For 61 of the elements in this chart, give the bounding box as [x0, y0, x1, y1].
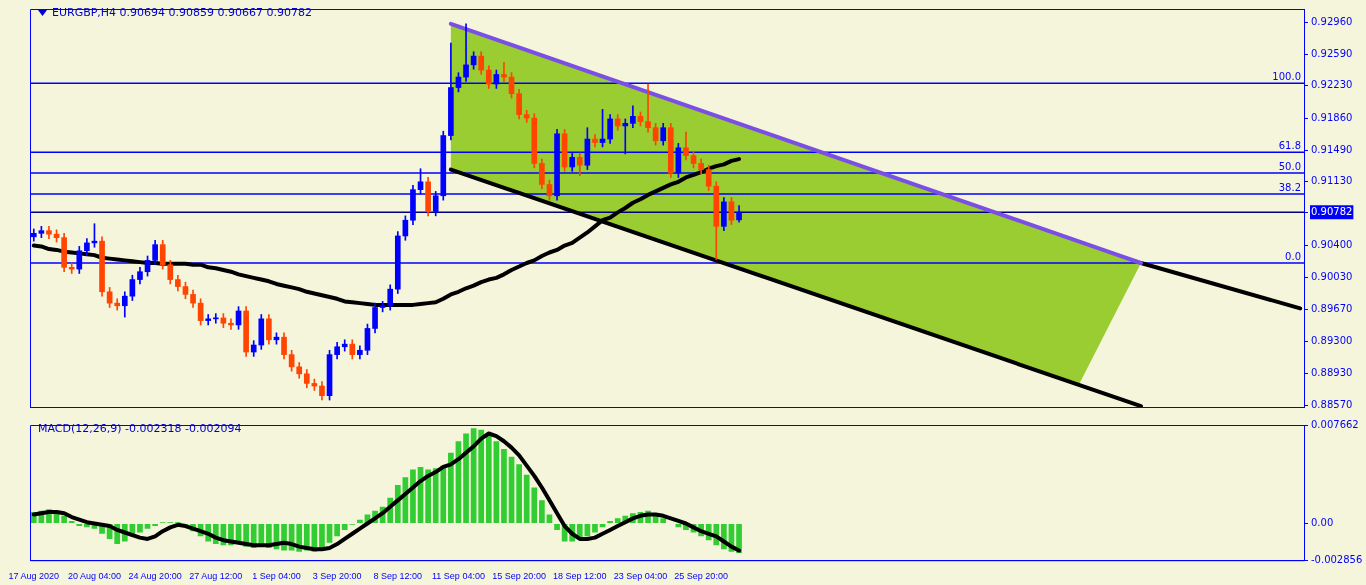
bar	[448, 452, 454, 523]
x-tick-label: 18 Sep 12:00	[553, 571, 607, 582]
y-tick-label: 0.91860	[1311, 111, 1353, 123]
bar	[546, 514, 553, 523]
bar	[607, 520, 613, 523]
candlestick	[341, 339, 348, 352]
bar	[539, 500, 545, 523]
bar	[501, 448, 507, 523]
bar	[144, 523, 151, 529]
x-tick-label: 25 Sep 20:00	[674, 571, 728, 582]
y-tick-label: 0.89670	[1311, 302, 1353, 314]
x-tick-label: 20 Aug 04:00	[67, 571, 121, 582]
y-tick-label: 0.007662	[1311, 418, 1359, 430]
annotation: 50.0	[1278, 160, 1301, 172]
bar	[478, 429, 485, 523]
candlestick	[501, 61, 507, 82]
bar	[61, 515, 67, 523]
y-tick-label: 0.88930	[1311, 367, 1353, 379]
x-tick-label: 17 Aug 2020	[8, 571, 60, 582]
bar	[68, 520, 75, 523]
bar	[660, 518, 667, 523]
y-tick-label: 0.90030	[1311, 271, 1353, 283]
annotation: 61.8	[1278, 139, 1301, 151]
x-tick-label: 23 Sep 04:00	[613, 571, 668, 582]
candlestick	[114, 298, 121, 311]
x-tick-label: 3 Sep 20:00	[312, 571, 362, 582]
bar	[152, 523, 158, 527]
x-tick-label: 8 Sep 12:00	[373, 571, 423, 582]
y-tick-label: 0.90782	[1311, 205, 1353, 217]
x-tick-label: 1 Sep 04:00	[252, 571, 301, 582]
bar	[516, 464, 522, 523]
y-tick-label: 0.91490	[1311, 143, 1353, 155]
y-tick-label: 0.89300	[1311, 335, 1353, 347]
candlestick	[645, 83, 651, 133]
annotation: 100.0	[1272, 70, 1301, 82]
bar	[137, 523, 143, 533]
bar	[76, 523, 83, 527]
bar	[410, 469, 416, 523]
annotation: 0.0	[1285, 250, 1301, 262]
bar	[592, 523, 598, 533]
annotation: 38.2	[1278, 181, 1301, 193]
bar	[425, 469, 431, 523]
bar	[334, 523, 340, 537]
y-tick-label: 0.00	[1311, 517, 1334, 529]
x-tick-label: 24 Aug 20:00	[128, 571, 182, 582]
y-tick-label: 0.92230	[1311, 79, 1353, 91]
chart-title: EURGBP,H4 0.90694 0.90859 0.90667 0.90782	[52, 6, 313, 19]
chart-title: MACD(12,26,9) -0.002318 -0.002094	[38, 422, 242, 435]
x-tick-label: 27 Aug 12:00	[189, 571, 243, 582]
bar	[485, 436, 492, 523]
y-tick-label: 0.92960	[1311, 15, 1353, 27]
y-tick-label: 0.92590	[1311, 47, 1353, 59]
y-tick-label: -0.002856	[1311, 553, 1363, 565]
bar	[357, 519, 363, 523]
x-tick-label: 15 Sep 20:00	[492, 571, 546, 582]
y-tick-label: 0.88570	[1311, 398, 1353, 410]
bar	[554, 523, 560, 530]
bar	[463, 433, 469, 523]
y-tick-label: 0.91130	[1311, 175, 1353, 187]
y-tick-label: 0.90400	[1311, 239, 1353, 251]
x-tick-label: 11 Sep 04:00	[432, 571, 485, 582]
